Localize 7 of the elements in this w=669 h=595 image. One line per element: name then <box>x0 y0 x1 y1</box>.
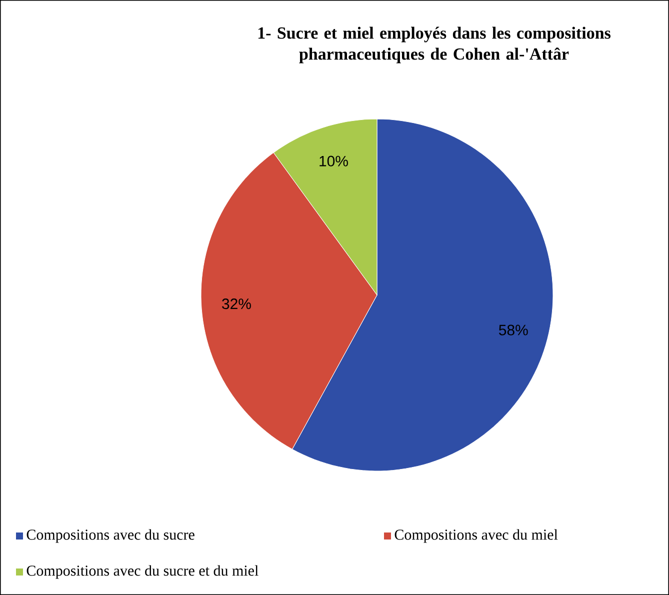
data-label: 10% <box>320 156 348 166</box>
legend-label: Compositions avec du miel <box>394 529 558 543</box>
data-label: 32% <box>222 298 251 310</box>
legend-label: Compositions avec du sucre <box>26 529 194 543</box>
chart-title: 1- Sucre et miel employés dans les compositions pharmaceutiques de Cohen al-'Attâr <box>258 26 611 64</box>
legend-label: Compositions avec du sucre et du miel <box>26 565 258 579</box>
data-label: 58% <box>498 324 528 336</box>
